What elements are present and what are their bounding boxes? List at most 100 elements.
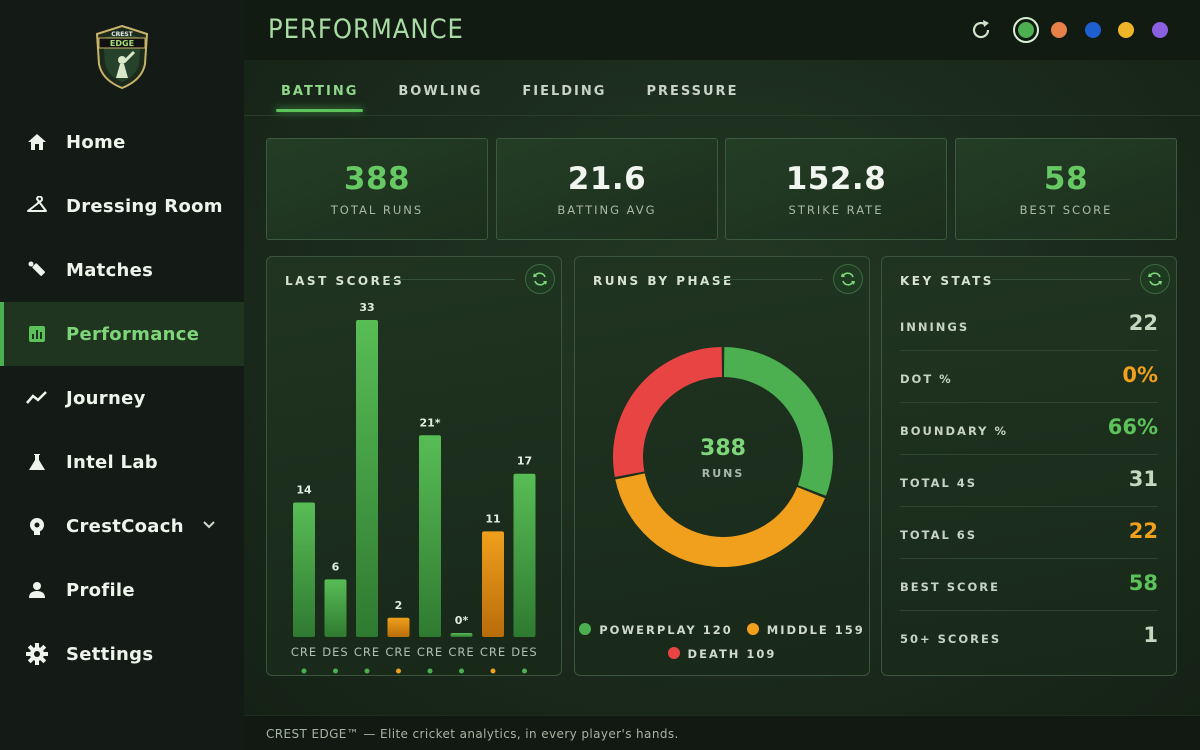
tab-fielding[interactable]: FIELDING (522, 84, 607, 99)
flask-icon (26, 451, 48, 473)
donut-slice-powerplay[interactable] (723, 347, 833, 496)
bar[interactable] (387, 617, 410, 637)
donut-center-value: 388 (700, 436, 746, 461)
bar[interactable] (482, 531, 504, 637)
bar-chart-icon (26, 323, 48, 345)
bar-result-dot (427, 668, 433, 674)
runs-by-phase-panel: RUNS BY PHASE 388 RUNS POWERPLAY 120 MID… (574, 256, 870, 676)
page-title: PERFORMANCE (268, 14, 464, 45)
refresh-icon[interactable] (525, 264, 555, 294)
legend-label: MIDDLE 159 (766, 623, 865, 637)
refresh-icon[interactable] (969, 18, 993, 42)
tab-bowling[interactable]: BOWLING (398, 84, 483, 99)
legend-dot (579, 623, 592, 635)
refresh-icon[interactable] (833, 264, 863, 294)
sidebar-item-dressing-room[interactable]: Dressing Room (0, 174, 244, 238)
main-content: BATTING BOWLING FIELDING PRESSURE 388 TO… (244, 60, 1200, 715)
theme-color-swatch (1018, 22, 1034, 38)
legend-item-powerplay: POWERPLAY 120 (579, 623, 733, 637)
donut-legend-row-2: DEATH 109 (575, 647, 869, 661)
theme-color-purple[interactable] (1152, 22, 1168, 38)
bar-result-dot (396, 668, 401, 674)
bar-data-label: 11 (485, 512, 500, 525)
cricket-bat-icon (26, 259, 48, 281)
runs-by-phase-chart: 388 RUNS (613, 347, 833, 567)
person-icon (26, 579, 48, 601)
panel-title: KEY STATS (900, 274, 994, 288)
sidebar-item-journey[interactable]: Journey (0, 366, 244, 430)
sidebar-item-profile[interactable]: Profile (0, 558, 244, 622)
logo-text-edge: EDGE (110, 39, 134, 48)
bar[interactable] (324, 579, 347, 637)
bar-data-label: 33 (359, 301, 374, 314)
panel-title-divider (992, 279, 1130, 280)
tab-batting[interactable]: BATTING (266, 60, 373, 116)
stat-value: 58 (1043, 161, 1089, 197)
bar-result-dot (490, 668, 496, 674)
last-scores-chart: 14 CRE 6 DES 33 CRE 2 CRE 21* CRE 0* CRE 11 CRE 17 DES (291, 301, 537, 674)
donut-slice-death[interactable] (613, 347, 723, 477)
key-stat-value: 1 (1143, 623, 1158, 647)
sidebar-item-settings[interactable]: Settings (0, 622, 244, 686)
stat-card-best-score: 58 BEST SCORE (955, 138, 1177, 240)
key-stat-row: DOT % 0% (900, 351, 1158, 403)
sidebar-item-label: Performance (66, 323, 200, 345)
theme-color-green[interactable] (1013, 17, 1039, 43)
stat-value: 388 (343, 161, 411, 197)
bar[interactable] (513, 473, 536, 637)
key-stat-value: 0% (1122, 363, 1158, 387)
sidebar-item-matches[interactable]: Matches (0, 238, 244, 302)
sidebar-item-label: Intel Lab (66, 451, 158, 473)
bar-category-label: DES (511, 645, 537, 659)
key-stat-row: INNINGS 22 (900, 299, 1158, 351)
key-stat-row: TOTAL 6S 22 (900, 507, 1158, 559)
home-icon (26, 131, 48, 153)
bar[interactable] (356, 320, 378, 637)
bar-category-label: CRE (354, 645, 380, 659)
sidebar-item-label: Matches (66, 259, 154, 281)
bar[interactable] (419, 435, 441, 637)
bar-result-dot (364, 668, 370, 674)
crest-edge-logo[interactable]: CREST EDGE (94, 24, 150, 90)
bar[interactable] (293, 502, 315, 637)
panel-title: LAST SCORES (285, 274, 405, 288)
stat-label: TOTAL RUNS (330, 203, 424, 217)
tab-pressure[interactable]: PRESSURE (646, 84, 739, 99)
gear-icon (26, 643, 48, 665)
bar-result-dot (333, 668, 338, 674)
stat-label: BATTING AVG (557, 203, 657, 217)
theme-color-orange[interactable] (1051, 22, 1067, 38)
bar-data-label: 6 (332, 560, 340, 573)
sidebar-item-performance[interactable]: Performance (0, 302, 244, 366)
key-stat-label: TOTAL 4S (900, 476, 978, 490)
bar[interactable] (450, 633, 473, 637)
tab-bar: BATTING BOWLING FIELDING PRESSURE (266, 60, 753, 116)
legend-item-death: DEATH 109 (667, 647, 777, 661)
stat-value: 21.6 (567, 161, 647, 197)
bar-data-label: 2 (395, 599, 403, 612)
donut-slice-middle[interactable] (615, 473, 825, 567)
key-stat-value: 22 (1128, 519, 1158, 543)
panel-title-divider (715, 279, 823, 280)
legend-dot (746, 623, 759, 635)
donut-center-label: RUNS (702, 467, 745, 480)
refresh-icon[interactable] (1140, 264, 1170, 294)
bar-category-label: CRE (480, 645, 506, 659)
key-stat-label: DOT % (900, 372, 953, 386)
chevron-down-icon[interactable] (202, 516, 216, 530)
sidebar-item-label: Home (66, 131, 126, 153)
theme-color-yellow[interactable] (1118, 22, 1134, 38)
sidebar-item-intel-lab[interactable]: Intel Lab (0, 430, 244, 494)
sidebar-item-label: Profile (66, 579, 135, 601)
sidebar-item-home[interactable]: Home (0, 110, 244, 174)
header: PERFORMANCE (244, 0, 1200, 60)
sidebar: CREST EDGE Home Dressing Room Matches (0, 0, 244, 750)
key-stat-value: 66% (1107, 415, 1158, 439)
key-stat-row: 50+ SCORES 1 (900, 611, 1158, 663)
sidebar-item-crestcoach[interactable]: CrestCoach (0, 494, 244, 558)
theme-color-blue[interactable] (1085, 22, 1101, 38)
stat-card-total-runs: 388 TOTAL RUNS (266, 138, 488, 240)
legend-label: DEATH 109 (687, 647, 777, 661)
sidebar-nav: Home Dressing Room Matches Performance J… (0, 110, 244, 686)
key-stat-row: TOTAL 4S 31 (900, 455, 1158, 507)
